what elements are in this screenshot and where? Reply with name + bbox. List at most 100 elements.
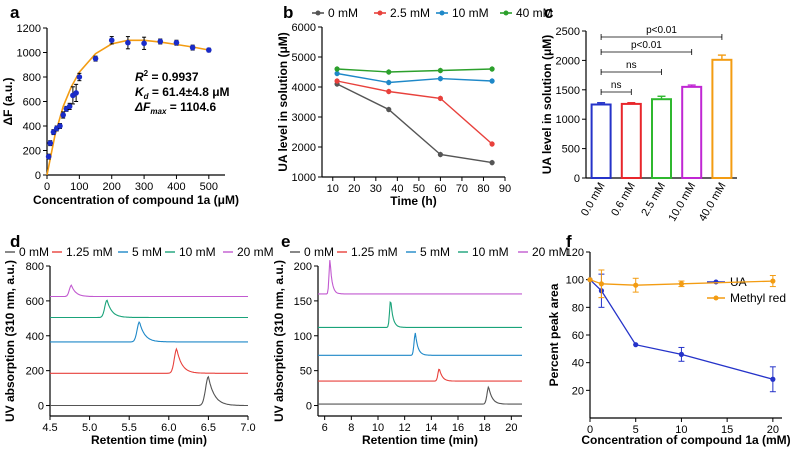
x-tick-label: 300 xyxy=(135,181,153,193)
y-tick-label: 6000 xyxy=(292,22,316,34)
x-tick-label: 80 xyxy=(477,183,489,195)
y-tick-label: 20 xyxy=(572,385,584,397)
y-axis-title: Percent peak area xyxy=(547,283,561,386)
y-tick-label: 2000 xyxy=(292,142,316,154)
data-point xyxy=(489,66,495,72)
bar xyxy=(590,103,612,179)
legend-label: 10 mM xyxy=(472,245,509,259)
y-axis-title: UV absorption (310 nm, a.u.) xyxy=(3,260,17,422)
data-point xyxy=(633,282,639,288)
y-tick-label: 1000 xyxy=(556,114,580,126)
y-tick-label: 80 xyxy=(572,302,584,314)
x-tick-label: 60 xyxy=(434,183,446,195)
data-point xyxy=(386,88,392,95)
significance-label: p<0.01 xyxy=(646,25,677,36)
y-axis-title: UA level in solution (μM) xyxy=(276,32,290,172)
data-point xyxy=(47,140,54,146)
chromatogram-trace xyxy=(50,299,248,319)
bar xyxy=(711,58,733,180)
x-tick-label: 8 xyxy=(348,422,354,434)
y-tick-label: 1000 xyxy=(17,48,41,60)
data-point xyxy=(60,112,66,118)
x-tick-label: 14 xyxy=(425,422,437,434)
legend-marker xyxy=(377,10,383,16)
data-point xyxy=(386,106,392,113)
x-tick-label: 15 xyxy=(721,424,733,436)
chromatogram-trace xyxy=(318,260,522,295)
y-tick-label: 400 xyxy=(23,121,41,133)
legend-label: 10 mM xyxy=(452,6,489,20)
data-point xyxy=(489,78,495,84)
x-tick-label: 70 xyxy=(456,183,468,195)
x-tick-label: 16 xyxy=(452,422,464,434)
data-point xyxy=(437,151,444,158)
series-line xyxy=(336,80,493,145)
x-axis-title: Retention time (min) xyxy=(362,433,478,447)
x-tick-label: 90 xyxy=(499,183,511,195)
bar xyxy=(620,102,642,179)
y-tick-label: 100 xyxy=(294,331,312,343)
x-tick-label: 20 xyxy=(767,424,779,436)
x-tick-label: 6.5 xyxy=(201,422,216,434)
legend-marker xyxy=(713,295,719,301)
panel-label: a xyxy=(10,3,20,22)
data-point xyxy=(108,37,115,44)
y-tick-label: 500 xyxy=(562,144,580,156)
bar xyxy=(651,98,672,179)
y-tick-label: 400 xyxy=(26,331,44,343)
data-point xyxy=(437,95,444,101)
panel-e: 0 50 100 150 200 6 8 10 12 14 16 18 20 Retention time… xyxy=(272,232,569,447)
y-tick-label: 100 xyxy=(566,275,584,287)
x-tick-label: 2.5 mM xyxy=(639,181,668,219)
y-tick-label: 5000 xyxy=(292,52,316,64)
x-tick-label: 40 xyxy=(391,183,403,195)
y-tick-label: 200 xyxy=(26,366,44,378)
legend-label: 0 mM xyxy=(304,245,334,259)
legend-label: 5 mM xyxy=(132,245,162,259)
x-tick-label: 0.6 mM xyxy=(609,181,638,219)
data-point xyxy=(598,281,605,287)
panel-a: 0 200 400 600 800 1000 1200 0 100 200 300 400 500Con… xyxy=(1,3,239,207)
legend-label: 20 mM xyxy=(237,245,274,259)
legend-marker xyxy=(315,10,321,16)
legend-label: 0 mM xyxy=(19,245,49,259)
data-point xyxy=(206,47,212,53)
y-tick-label: 50 xyxy=(300,366,312,378)
chromatogram-trace xyxy=(318,385,522,405)
fit-annotation: ΔFmax = 1104.6 xyxy=(134,100,216,116)
panel-d: 0 200 400 600 800 4.5 5.0 5.5 6.0 6.5 7.0 Retention… xyxy=(3,232,274,447)
y-tick-label: 60 xyxy=(572,330,584,342)
y-tick-label: 1200 xyxy=(17,23,41,35)
y-tick-label: 1500 xyxy=(556,85,580,97)
x-tick-label: 18 xyxy=(479,422,491,434)
legend-marker xyxy=(439,10,445,16)
x-tick-label: 0.0 mM xyxy=(579,181,608,219)
y-tick-label: 120 xyxy=(566,247,584,259)
panel-label: f xyxy=(566,232,572,251)
x-tick-label: 0 xyxy=(44,181,50,193)
legend-label: 20 mM xyxy=(532,245,569,259)
y-tick-label: 0 xyxy=(35,170,41,182)
x-tick-label: 0 xyxy=(587,424,593,436)
x-tick-label: 7.0 xyxy=(240,422,255,434)
x-tick-label: 4.5 xyxy=(42,422,57,434)
panel-label: b xyxy=(283,3,293,22)
x-tick-label: 40.0 mM xyxy=(697,181,729,224)
y-tick-label: 2000 xyxy=(556,55,580,67)
legend-label: 0 mM xyxy=(328,6,358,20)
legend-marker xyxy=(713,279,719,285)
fit-annotation: R2 = 0.9937 xyxy=(135,69,199,84)
data-point xyxy=(489,160,495,166)
x-tick-label: 500 xyxy=(200,181,218,193)
legend-label: 1.25 mM xyxy=(66,245,113,259)
panel-label: e xyxy=(281,232,290,251)
data-point xyxy=(76,74,83,80)
chromatogram-trace xyxy=(50,320,248,343)
y-axis-title: ΔF (a.u.) xyxy=(1,78,15,126)
x-tick-label: 100 xyxy=(70,181,88,193)
chromatogram-trace xyxy=(318,301,522,328)
x-axis-title: Concentration of compound 1a (mM) xyxy=(581,433,790,447)
data-point xyxy=(189,44,196,51)
